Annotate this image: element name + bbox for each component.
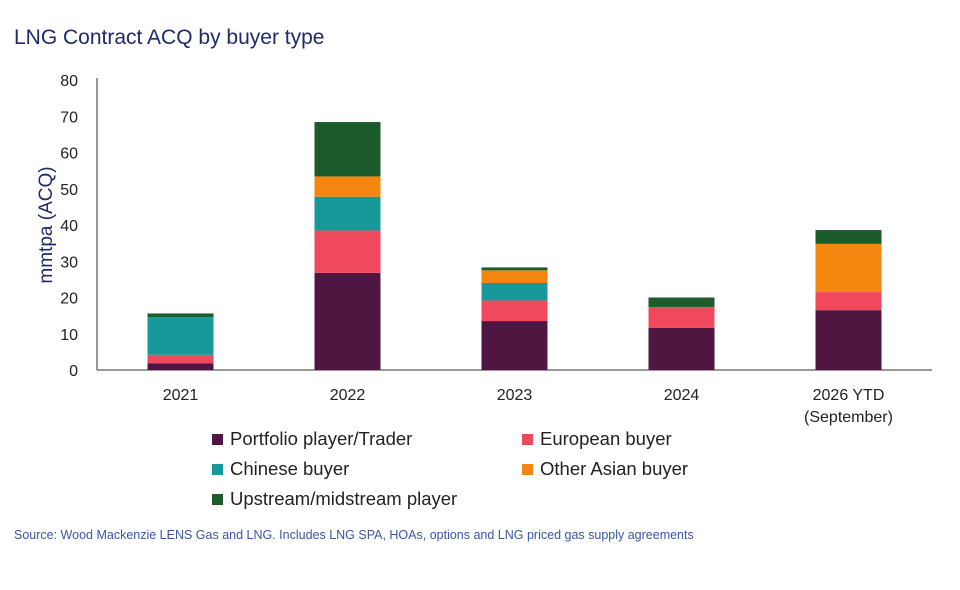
bar-segment [815,310,882,370]
bar-segment [481,300,548,322]
bar-segment [147,354,214,364]
bar-segment [147,317,214,355]
bar-segment [481,267,548,271]
x-tick-label: (September) [804,409,893,426]
bar-segment [147,363,214,370]
bar-segment [481,270,548,283]
y-tick-label: 0 [69,363,78,380]
legend-item: European buyer [522,428,672,450]
legend-item: Portfolio player/Trader [212,428,412,450]
source-note: Source: Wood Mackenzie LENS Gas and LNG.… [14,528,694,542]
x-tick-label: 2021 [163,387,199,404]
legend-item: Other Asian buyer [522,458,688,480]
bar-segment [314,230,381,273]
legend-label: Chinese buyer [230,458,350,479]
legend-swatch [522,463,533,475]
bar-segment [147,313,214,318]
legend-label: European buyer [540,428,672,449]
x-tick-label: 2023 [497,387,533,404]
bar-segment [314,272,381,370]
x-tick-label: 2022 [330,387,366,404]
bar-segment [815,243,882,293]
legend-swatch [522,433,533,445]
legend-item: Chinese buyer [212,458,349,480]
bar-segment [314,196,381,231]
y-tick-label: 10 [60,327,78,344]
legend-swatch [212,493,223,505]
legend-item: Upstream/midstream player [212,488,457,510]
legend-label: Portfolio player/Trader [230,428,413,449]
legend-swatch [212,433,223,445]
legend-swatch [212,463,223,475]
bar-segment [815,292,882,311]
bar-segment [314,122,381,177]
y-tick-label: 50 [60,182,78,199]
bar-segment [314,176,381,197]
y-tick-label: 40 [60,218,78,235]
chart-title: LNG Contract ACQ by buyer type [14,26,325,49]
x-tick-label: 2024 [664,387,700,404]
bar-segment [481,321,548,370]
y-tick-label: 80 [60,73,78,90]
y-tick-label: 70 [60,109,78,126]
y-tick-label: 30 [60,254,78,271]
bar-segment [481,283,548,301]
y-tick-label: 20 [60,291,78,308]
legend-label: Other Asian buyer [540,458,689,479]
bar-segment [648,327,715,370]
legend-label: Upstream/midstream player [230,488,458,509]
y-axis-label: mmtpa (ACQ) [36,166,57,283]
bar-segment [648,297,715,307]
y-tick-label: 60 [60,146,78,163]
x-tick-label: 2026 YTD [813,387,885,404]
bar-segment [648,306,715,328]
bar-segment [815,230,882,244]
